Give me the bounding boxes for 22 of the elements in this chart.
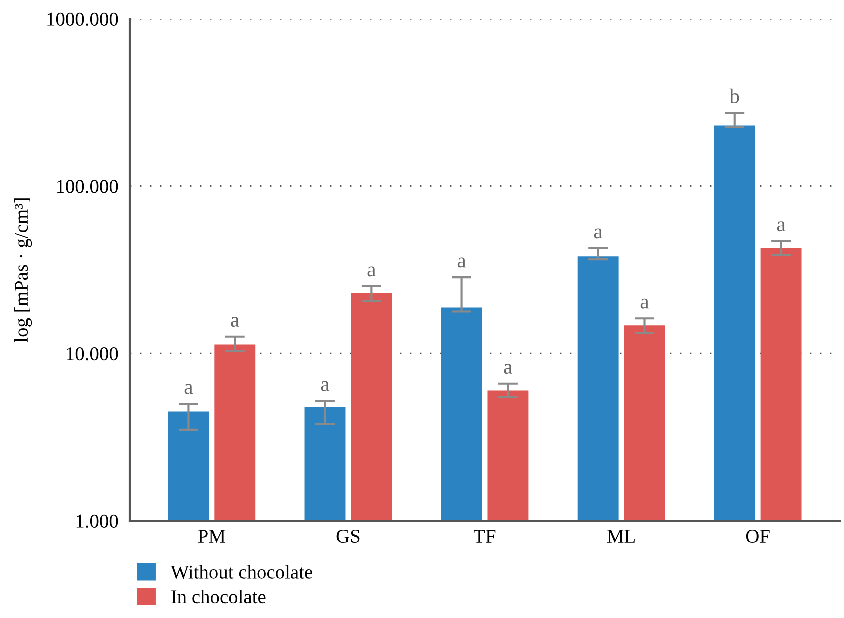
- y-axis-title: log [mPas · g/cm³]: [14, 198, 32, 342]
- data-label: b: [730, 88, 740, 104]
- data-label: a: [594, 228, 603, 239]
- data-label: a: [321, 381, 330, 392]
- y-tick-label: 1.000: [76, 514, 118, 528]
- data-label: a: [504, 364, 513, 374]
- data-label: a: [640, 298, 650, 309]
- data-label: a: [184, 384, 194, 394]
- y-tick-label: 10.000: [67, 347, 118, 361]
- y-tick-label: 100.000: [57, 180, 118, 194]
- x-tick-label: TF: [474, 530, 496, 543]
- x-tick-label: OF: [746, 530, 770, 544]
- legend-label: Without chocolate: [170, 565, 312, 579]
- x-tick-label: GS: [336, 530, 360, 544]
- x-tick-label: PM: [198, 530, 226, 543]
- data-label: a: [777, 222, 786, 232]
- data-label: a: [231, 317, 240, 328]
- legend-label: In chocolate: [172, 590, 266, 604]
- x-tick-label: ML: [608, 530, 635, 543]
- y-tick-label: 1000.000: [48, 12, 118, 26]
- data-label: a: [368, 266, 376, 277]
- data-label: a: [458, 258, 466, 268]
